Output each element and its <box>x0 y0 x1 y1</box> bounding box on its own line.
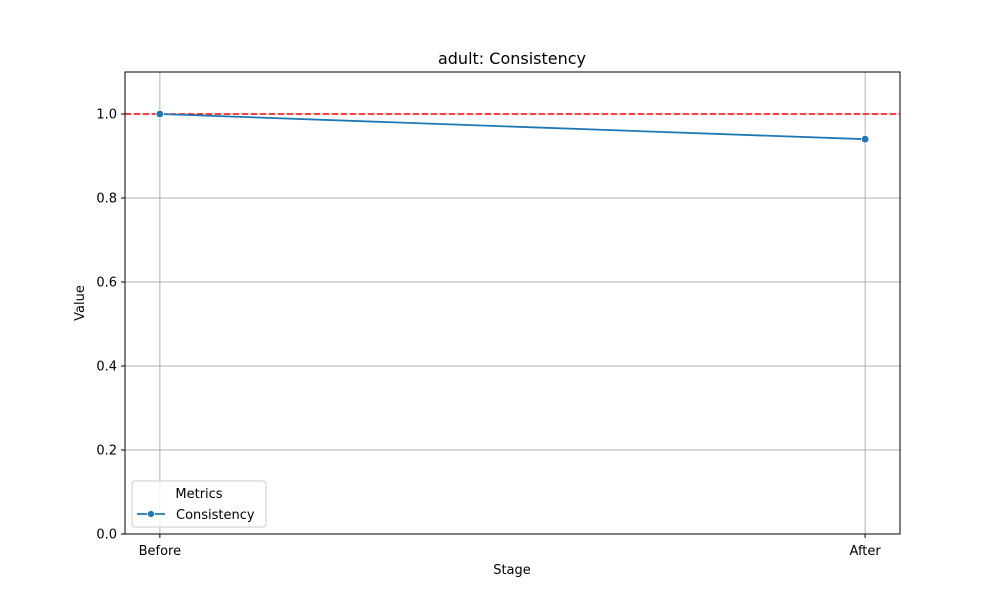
legend-swatch-marker <box>147 510 155 518</box>
y-tick-label: 0.0 <box>96 528 117 543</box>
y-axis-ticks: 0.0 0.2 0.4 0.6 0.8 1.0 <box>96 108 125 543</box>
y-axis-label: Value <box>73 285 88 321</box>
y-tick-label: 1.0 <box>96 108 117 123</box>
series-line <box>159 113 866 141</box>
x-tick-label: After <box>850 544 882 559</box>
x-axis-ticks: Before After <box>139 534 882 559</box>
x-tick-label: Before <box>139 544 182 559</box>
legend-box <box>131 480 267 528</box>
x-axis-label: Stage <box>493 563 531 578</box>
legend-entry-consistency: Consistency <box>176 508 255 523</box>
plot-frame <box>124 71 901 535</box>
data-point <box>860 134 870 144</box>
series-layer <box>155 109 870 144</box>
y-tick-label: 0.8 <box>96 192 117 207</box>
y-tick-label: 0.4 <box>96 360 117 375</box>
y-tick-label: 0.6 <box>96 276 117 291</box>
y-tick-label: 0.2 <box>96 444 117 459</box>
legend: Metrics Consistency <box>131 480 267 528</box>
chart-title: adult: Consistency <box>438 49 586 68</box>
data-point <box>155 109 165 119</box>
legend-title: Metrics <box>175 487 222 502</box>
